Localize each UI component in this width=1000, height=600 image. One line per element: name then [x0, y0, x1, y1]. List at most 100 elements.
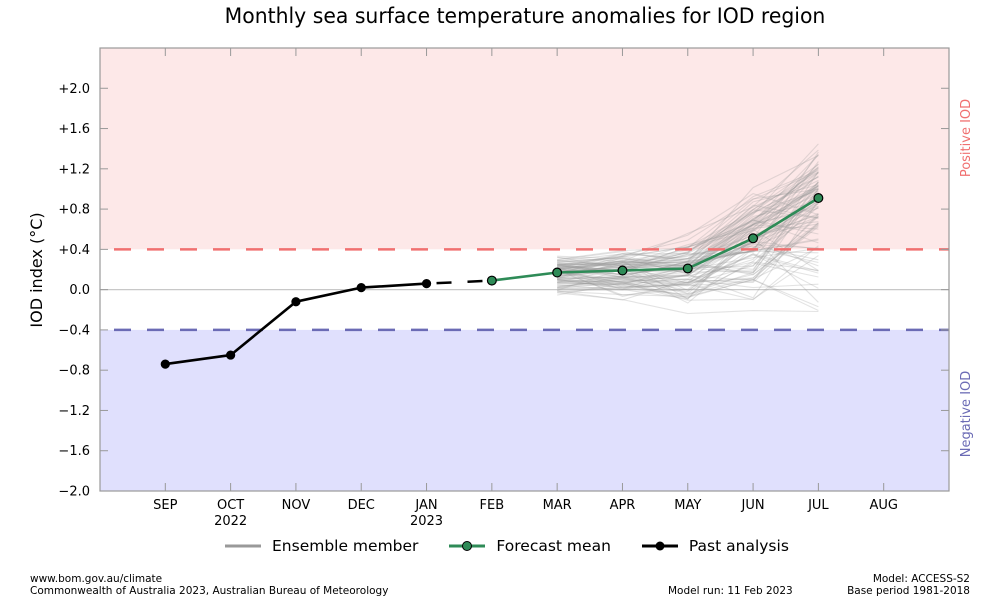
y-tick-label: −2.0: [58, 485, 90, 500]
forecast-mean-point: [617, 265, 628, 276]
forecast-mean-point: [813, 193, 824, 204]
ensemble-member-line: [557, 279, 819, 311]
ensemble-member-line: [557, 172, 819, 271]
legend-past-analysis: Past analysis: [641, 537, 789, 555]
y-tick-label: +1.6: [58, 122, 90, 137]
positive-zone: [100, 48, 949, 250]
ensemble-member-line: [557, 255, 819, 301]
chart-title: Monthly sea surface temperature anomalie…: [224, 4, 826, 28]
ensemble-member-line: [557, 250, 819, 278]
legend-forecast-mean: Forecast mean: [448, 537, 611, 555]
y-tick-label: +2.0: [58, 82, 90, 97]
legend-ensemble-member: Ensemble member: [224, 537, 418, 555]
ensemble-member-line: [557, 169, 819, 260]
x-tick-label: SEP: [153, 498, 177, 513]
ensemble-member-line: [557, 172, 819, 269]
ensemble-member-line: [557, 238, 819, 280]
ensemble-member-line: [557, 278, 819, 301]
ensemble-member-line: [557, 279, 819, 308]
x-tick-year-label: 2022: [214, 514, 247, 529]
past-analysis-point: [291, 297, 301, 307]
ensemble-member-line: [557, 168, 819, 271]
legend-label: Past analysis: [688, 537, 789, 555]
axes: +2.0 +1.6 +1.2 +0.8 +0.4 0.0 −0.4 −0.8 −1.2 −1.6 −…: [58, 47, 950, 529]
footer-base-period: Base period 1981-2018: [847, 585, 970, 597]
x-tick-label: FEB: [480, 498, 505, 513]
ensemble-member-line: [557, 213, 819, 282]
footer-model-info: Model: ACCESS-S2 Base period 1981-2018: [847, 573, 970, 597]
ensemble-member-line: [557, 205, 819, 283]
ensemble-line-icon: [225, 544, 261, 548]
legend: Ensemble member Forecast mean Past analy…: [224, 537, 819, 555]
ensemble-member-line: [557, 215, 819, 295]
ensemble-member-line: [557, 190, 819, 264]
past-analysis-point: [226, 350, 236, 360]
x-tick-label: MAY: [674, 498, 701, 513]
x-tick-label: JAN: [414, 498, 437, 513]
legend-label: Ensemble member: [272, 537, 419, 555]
ensemble-member-line: [557, 244, 819, 284]
ensemble-member-line: [557, 188, 819, 266]
y-tick-label: +1.2: [58, 162, 90, 177]
footer-url: www.bom.gov.au/climate: [30, 573, 163, 585]
ensemble-member-line: [557, 253, 819, 287]
ensemble-member-line: [557, 176, 819, 270]
x-tick-label: DEC: [348, 498, 375, 513]
ensemble-member-line: [557, 196, 819, 273]
reference-lines: [100, 248, 949, 332]
ensemble-member-line: [557, 200, 819, 279]
forecast-mean-point: [682, 263, 693, 274]
y-tick-label: +0.8: [58, 203, 90, 218]
past-analysis-point: [356, 283, 366, 293]
ensemble-member-line: [557, 185, 819, 279]
ensemble-member-line: [557, 163, 819, 284]
ensemble-member-line: [557, 185, 819, 271]
ensemble-member-line: [557, 193, 819, 263]
forecast-mean-line: [491, 196, 820, 282]
ensemble-member-line: [557, 209, 819, 273]
negative-zone: [100, 329, 949, 491]
ensemble-member-line: [557, 192, 819, 268]
ensemble-member-line: [557, 254, 819, 286]
connector-dashed-line: [426, 279, 492, 285]
forecast-mean-point: [748, 233, 759, 244]
ensemble-member-line: [557, 202, 819, 272]
ensemble-member-line: [557, 171, 819, 275]
ensemble-member-line: [557, 200, 819, 299]
y-tick-label: +0.4: [58, 243, 90, 258]
ensemble-member-line: [557, 151, 819, 272]
ensemble-member-line: [557, 203, 819, 293]
footer-credits: www.bom.gov.au/climate Commonwealth of A…: [30, 573, 388, 597]
footer-model: Model: ACCESS-S2: [872, 573, 970, 585]
ensemble-member-line: [557, 184, 819, 262]
ensemble-member-line: [557, 245, 819, 301]
x-tick-label: OCT: [217, 498, 244, 513]
ensemble-member-line: [557, 154, 819, 269]
past-analysis-point: [160, 359, 170, 369]
ensemble-member-line: [557, 181, 819, 282]
ensemble-member-line: [557, 214, 819, 284]
ensemble-member-line: [557, 262, 819, 297]
ensemble-member-line: [557, 240, 819, 289]
positive-iod-label: Positive IOD: [959, 99, 974, 177]
x-tick-year-label: 2023: [410, 514, 443, 529]
ensemble-member-line: [556, 253, 819, 297]
y-tick-label: 0.0: [69, 283, 90, 298]
y-axis-label: IOD index (°C): [27, 212, 46, 327]
x-tick-label: JUN: [741, 498, 765, 513]
footer-copyright: Commonwealth of Australia 2023, Australi…: [30, 585, 389, 597]
ensemble-member-line: [557, 167, 819, 267]
ensemble-member-line: [557, 172, 819, 273]
ensemble-member-line: [557, 247, 819, 291]
y-tick-label: −1.2: [58, 404, 90, 419]
forecast-marker-icon: [449, 541, 486, 551]
y-tick-label: −1.6: [58, 444, 90, 459]
ensemble-member-line: [557, 222, 819, 289]
footer-model-run: Model run: 11 Feb 2023: [668, 585, 793, 597]
legend-label: Forecast mean: [496, 537, 611, 555]
negative-iod-label: Negative IOD: [959, 371, 974, 458]
ensemble-member-line: [557, 247, 819, 289]
ensemble-member-line: [557, 204, 819, 278]
ensemble-member-line: [557, 226, 819, 291]
